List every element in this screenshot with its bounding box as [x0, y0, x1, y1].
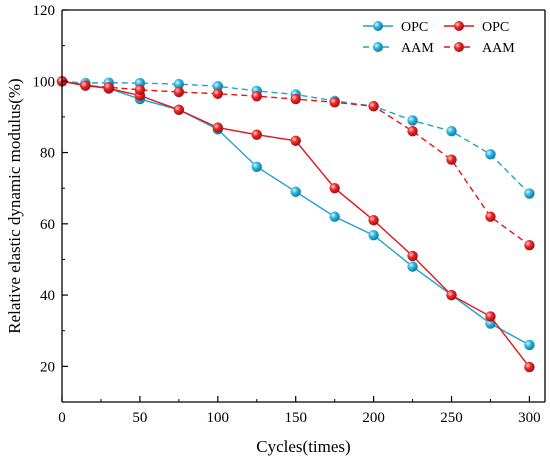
series-4-point: [173, 86, 185, 98]
series-layer: [56, 76, 535, 373]
x-tick-label: 300: [518, 410, 541, 426]
x-axis-title: Cycles(times): [256, 437, 350, 456]
y-tick-label: 60: [40, 217, 55, 233]
y-tick-label: 120: [33, 3, 56, 19]
series-3-point: [524, 188, 535, 199]
series-2-point: [446, 289, 457, 301]
series-1: [56, 76, 535, 351]
x-tick-label: 150: [284, 410, 307, 426]
series-1-line: [61, 80, 530, 346]
series-4-point: [524, 240, 535, 251]
legend-marker: [373, 42, 383, 52]
x-tick-label: 0: [58, 410, 66, 426]
series-1-point: [329, 211, 340, 222]
legend-label: AAM: [401, 41, 434, 56]
series-4-point: [251, 91, 262, 102]
series-4-point: [407, 125, 418, 137]
series-2-point: [368, 215, 379, 226]
legend-label: OPC: [401, 20, 428, 35]
series-4-point: [368, 101, 379, 112]
series-2-point: [251, 129, 262, 140]
series-1-point: [368, 230, 379, 241]
legend-marker: [373, 21, 383, 31]
legend-item-3: AAM: [363, 41, 434, 56]
x-tick-label: 250: [440, 410, 463, 426]
y-tick-label: 40: [40, 288, 55, 304]
series-3-point: [173, 78, 185, 90]
y-tick-label: 20: [40, 359, 55, 375]
series-4: [56, 76, 535, 251]
legend-label: AAM: [482, 41, 515, 56]
y-axis-title: Relative elastic dynamic modulus(%): [5, 78, 24, 333]
series-1-point: [407, 261, 418, 272]
series-4-point: [103, 82, 114, 93]
series-2: [56, 76, 535, 373]
series-4-point: [446, 154, 457, 165]
legend: OPC OPC AAM AAM: [363, 20, 515, 56]
series-2-point: [173, 104, 185, 115]
y-tick-label: 80: [40, 146, 55, 162]
x-tick-label: 200: [362, 410, 385, 426]
series-1-point: [290, 186, 301, 197]
series-1-point: [251, 161, 262, 172]
x-tick-label: 50: [132, 410, 147, 426]
legend-item-1: OPC: [363, 20, 428, 35]
x-tick-label: 100: [207, 410, 230, 426]
series-2-point: [407, 250, 418, 262]
legend-label: OPC: [482, 20, 509, 35]
series-3-point: [446, 125, 457, 137]
legend-marker: [454, 21, 464, 31]
series-4-point: [80, 80, 91, 91]
series-4-point: [134, 84, 146, 96]
y-tick-label: 100: [33, 74, 56, 90]
series-1-point: [485, 318, 496, 329]
series-4-point: [329, 97, 340, 108]
axes: 0 50 100 150 200 250 300 20 40 60 80 100 120: [33, 3, 546, 426]
series-4-point: [485, 211, 496, 222]
series-2-point: [329, 182, 340, 194]
series-2-point: [485, 311, 496, 322]
series-3-point: [485, 149, 496, 160]
legend-item-4: AAM: [444, 41, 515, 56]
series-2-point: [290, 135, 301, 146]
series-3: [56, 76, 535, 199]
series-4-point: [212, 88, 224, 99]
series-3-point: [407, 115, 418, 126]
series-2-line: [61, 80, 530, 368]
series-4-point: [290, 93, 301, 105]
series-1-point: [524, 339, 535, 351]
series-2-point: [524, 361, 535, 373]
legend-item-2: OPC: [444, 20, 509, 35]
series-4-line: [61, 80, 530, 246]
legend-marker: [454, 42, 464, 52]
series-3-point: [212, 81, 224, 92]
series-2-point: [212, 122, 224, 133]
